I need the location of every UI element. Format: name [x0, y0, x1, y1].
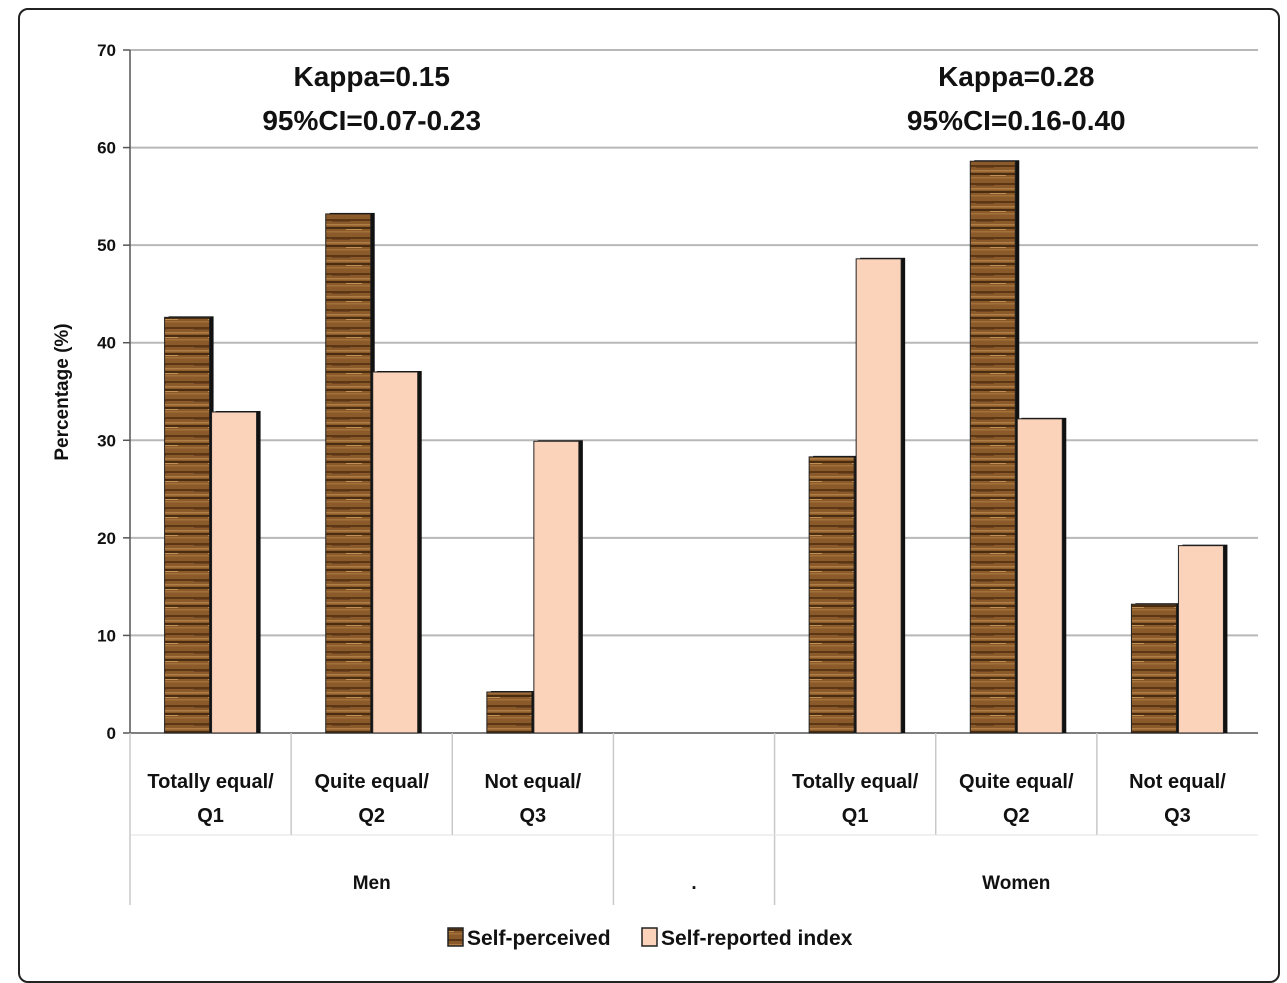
y-tick-label: 70 — [97, 41, 116, 60]
category-label: Totally equal/ — [147, 771, 274, 793]
y-tick-label: 50 — [97, 236, 116, 255]
bar-self-reported-index — [372, 371, 419, 734]
category-label-sub: Q3 — [1164, 805, 1191, 827]
ci-annotation: 95%CI=0.07-0.23 — [262, 105, 481, 136]
kappa-annotation: Kappa=0.28 — [938, 61, 1094, 92]
bar-self-perceived — [969, 160, 1016, 734]
y-axis-label: Percentage (%) — [52, 323, 73, 460]
category-label-sub: Q3 — [520, 805, 547, 827]
y-tick-label: 40 — [97, 334, 116, 353]
category-label: Totally equal/ — [792, 771, 919, 793]
gridlines — [130, 49, 1258, 637]
category-label-sub: Q1 — [197, 805, 224, 827]
category-label-sub: Q2 — [358, 805, 385, 827]
category-label: Not equal/ — [1129, 771, 1226, 793]
y-tick-label: 30 — [97, 431, 116, 450]
bar-self-reported-index — [533, 440, 580, 734]
bar-self-reported-index — [1016, 418, 1063, 734]
category-label: Quite equal/ — [314, 771, 429, 793]
bars — [164, 160, 1228, 734]
legend-swatch — [641, 927, 658, 947]
axes — [123, 49, 1258, 905]
kappa-annotation: Kappa=0.15 — [294, 61, 450, 92]
bar-self-perceived — [325, 213, 372, 734]
category-label: Quite equal/ — [959, 771, 1074, 793]
y-tick-label: 0 — [107, 724, 116, 743]
y-tick-label: 60 — [97, 139, 116, 158]
legend-swatch — [447, 927, 464, 947]
group-label: Women — [982, 873, 1050, 894]
bar-self-perceived — [164, 316, 211, 734]
y-tick-label: 10 — [97, 626, 116, 645]
legend-label: Self-perceived — [467, 927, 611, 950]
bar-self-perceived — [1130, 603, 1177, 734]
labels: 0 10 20 30 40 50 60 70 Totally equal/Q1 Quite equ… — [97, 41, 1226, 950]
category-label-sub: Q2 — [1003, 805, 1030, 827]
bar-self-reported-index — [1177, 545, 1224, 734]
bar-self-reported-index — [855, 258, 902, 734]
bar-self-perceived — [808, 456, 855, 734]
bar-self-reported-index — [211, 411, 258, 734]
bar-self-perceived — [486, 691, 533, 734]
legend-label: Self-reported index — [661, 927, 853, 950]
y-tick-label: 20 — [97, 529, 116, 548]
ci-annotation: 95%CI=0.16-0.40 — [907, 105, 1126, 136]
category-label: Not equal/ — [485, 771, 582, 793]
group-label: Men — [353, 873, 391, 894]
category-label-sub: Q1 — [842, 805, 869, 827]
group-label: . — [691, 873, 696, 894]
